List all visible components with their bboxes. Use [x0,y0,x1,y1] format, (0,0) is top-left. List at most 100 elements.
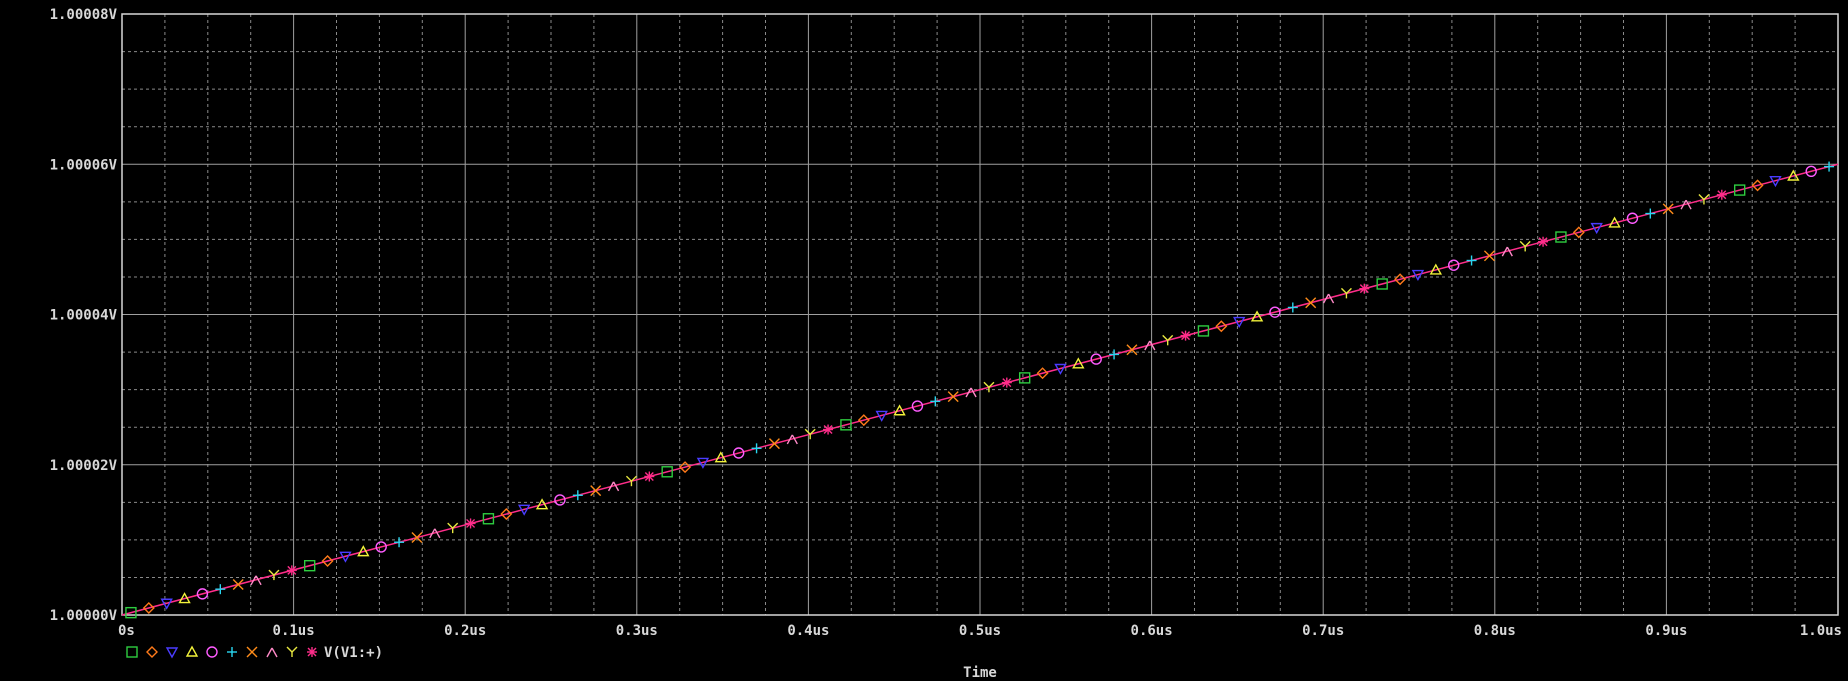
trace-marker [1733,184,1746,196]
trace-marker [965,387,977,398]
trace-marker [1340,287,1352,299]
y-tick-label: 1.00006V [50,157,118,173]
trace-marker [572,490,583,501]
trace-marker [625,475,637,487]
trace-marker [178,592,191,604]
trace-marker [804,428,816,440]
x-tick-label: 0.7us [1302,623,1344,639]
trace-marker [286,565,297,576]
trace-marker [1824,161,1835,172]
trace-marker [1680,199,1692,210]
trace-marker [1769,175,1782,188]
trace-marker [1555,231,1567,243]
x-tick-label: 0.6us [1131,623,1173,639]
trace-marker [1662,203,1674,215]
trace-marker [1072,357,1085,369]
trace-marker [1054,363,1067,375]
trace-marker [590,485,602,497]
x-tick-labels: 0s 0.1us 0.2us 0.3us 0.4us 0.5us 0.6us 0.7us 0.8… [118,623,1842,639]
legend-marker [126,646,138,658]
trace-marker [1359,283,1370,294]
trace-marker [554,494,566,506]
trace-marker [768,438,780,450]
trace-marker [535,498,549,510]
trace-marker [930,396,941,407]
trace-marker [500,508,513,521]
trace-marker [1501,246,1513,257]
trace-marker [1394,273,1407,286]
trace-marker [394,537,405,548]
trace-marker [732,447,745,459]
trace-marker [1787,169,1800,181]
trace-marker [1519,240,1531,252]
y-tick-labels: 1.00000V 1.00002V 1.00004V 1.00006V 1.00008V [50,7,118,624]
legend-marker [165,647,179,659]
trace-marker [196,588,209,600]
trace-marker [786,434,798,445]
trace-marker [644,471,655,482]
x-tick-label: 0.4us [787,623,829,639]
trace-marker [1698,193,1710,205]
trace-marker [447,522,459,534]
trace-marker [1090,353,1102,365]
trace-marker [947,391,959,403]
trace-marker [250,575,262,586]
x-tick-label: 0.3us [616,623,658,639]
trace-marker [1466,255,1477,266]
x-tick-label: 0.9us [1645,623,1687,639]
trace-marker [1376,278,1388,290]
trace-marker [1447,259,1460,271]
trace-marker [1572,226,1585,239]
trace-marker [321,555,334,567]
legend-marker [307,647,317,657]
trace-marker [429,528,441,539]
x-tick-label: 0.1us [273,623,315,639]
trace-marker [1483,250,1495,262]
trace-marker [875,410,888,422]
trace-marker [142,601,155,614]
x-tick-label: 0.5us [959,623,1001,639]
legend-marker [266,647,278,658]
legend-marker [146,646,158,658]
trace-marker [465,518,476,529]
trace-marker [1322,293,1335,304]
trace-marker [215,584,226,595]
legend-marker [185,645,199,657]
trace-marker [125,606,137,619]
trace-marker [482,513,495,525]
trace-marker [823,424,834,435]
trace-marker [1805,165,1817,177]
trace-marker [751,443,762,454]
trace-marker [1126,344,1138,356]
x-tick-label: 0.2us [444,623,486,639]
legend-marker [227,647,237,657]
legend-marker [246,646,258,658]
y-tick-label: 1.00004V [50,308,118,324]
trace-line [121,163,1839,616]
trace-marker [357,545,370,557]
trace-marker [517,504,531,516]
trace-marker [1608,216,1621,228]
y-tick-label: 1.00008V [50,7,118,23]
trace-marker [911,400,924,412]
trace-marker [1269,306,1281,318]
trace-marker [893,404,906,416]
trace-marker [1645,208,1656,219]
trace-marker [1036,367,1049,380]
trace-marker [160,598,173,610]
trace-marker [696,457,710,469]
trace-marker [1215,320,1228,333]
trace-marker [983,381,995,393]
grid [122,14,1838,615]
trace-marker [1001,377,1012,388]
trace-marker [1162,334,1174,346]
trace-marker [1716,189,1727,200]
trace-layer [121,163,1839,616]
trace-marker [1180,330,1191,341]
legend: V(V1:+) [126,645,383,661]
trace-marker [661,466,673,478]
trace-marker [411,532,423,544]
trace-marker [1305,297,1317,309]
